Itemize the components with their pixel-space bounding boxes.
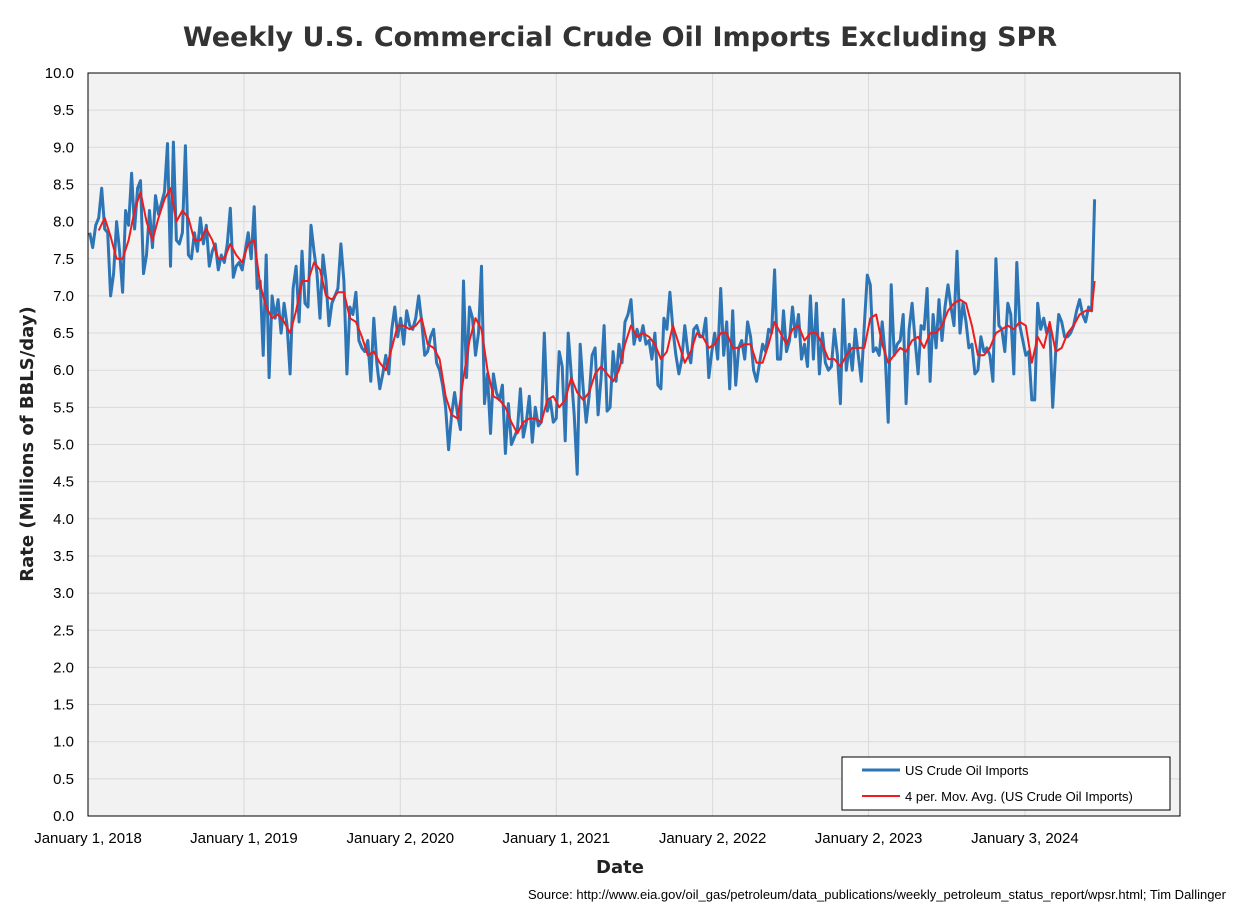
x-tick-label: January 3, 2024 — [971, 830, 1079, 847]
legend-box — [841, 756, 1171, 811]
y-tick-label: 5.5 — [53, 399, 74, 416]
y-tick-label: 10.0 — [45, 65, 74, 82]
y-tick-label: 0.5 — [53, 771, 74, 788]
y-tick-label: 8.0 — [53, 214, 74, 231]
x-tick-label: January 2, 2022 — [659, 830, 767, 847]
y-tick-label: 4.5 — [53, 474, 74, 491]
y-axis-title: Rate (Millions of BBLS/day) — [17, 306, 38, 581]
x-axis-title: Date — [596, 857, 644, 878]
plot-border — [87, 72, 1181, 817]
y-tick-label: 7.0 — [53, 288, 74, 305]
moving-average-line — [97, 187, 1096, 435]
y-tick-label: 3.5 — [53, 548, 74, 565]
grid-lines — [88, 72, 1180, 817]
source-note: Source: http://www.eia.gov/oil_gas/petro… — [528, 887, 1227, 902]
y-tick-label: 4.0 — [53, 511, 74, 528]
x-tick-label: January 2, 2023 — [815, 830, 923, 847]
x-axis-ticks: January 1, 2018 January 1, 2019 January 2,… — [34, 830, 1078, 847]
y-tick-label: 6.0 — [53, 362, 74, 379]
y-tick-label: 9.5 — [53, 102, 74, 119]
imports-line — [88, 140, 1097, 476]
y-tick-label: 7.5 — [53, 251, 74, 268]
chart-title: Weekly U.S. Commercial Crude Oil Imports… — [183, 22, 1057, 53]
x-tick-label: January 2, 2020 — [347, 830, 455, 847]
y-tick-label: 1.5 — [53, 697, 74, 714]
legend: US Crude Oil Imports 4 per. Mov. Avg. (U… — [841, 756, 1171, 811]
y-tick-label: 1.0 — [53, 734, 74, 751]
legend-label-imports: US Crude Oil Imports — [905, 763, 1029, 778]
y-tick-label: 5.0 — [53, 437, 74, 454]
y-tick-label: 9.0 — [53, 139, 74, 156]
x-tick-label: January 1, 2018 — [34, 830, 142, 847]
series-layer — [88, 140, 1097, 476]
legend-label-moving-average: 4 per. Mov. Avg. (US Crude Oil Imports) — [905, 789, 1133, 804]
y-tick-label: 2.0 — [53, 659, 74, 676]
x-tick-label: January 1, 2019 — [190, 830, 298, 847]
y-tick-label: 8.5 — [53, 176, 74, 193]
y-tick-label: 0.0 — [53, 808, 74, 825]
y-tick-label: 6.5 — [53, 325, 74, 342]
y-tick-label: 3.0 — [53, 585, 74, 602]
y-axis-ticks: 0.0 0.5 1.0 1.5 2.0 2.5 3.0 3.5 4.0 4.5 5.0 5.5 6.0 6… — [45, 65, 74, 825]
x-tick-label: January 1, 2021 — [502, 830, 610, 847]
y-tick-label: 2.5 — [53, 622, 74, 639]
